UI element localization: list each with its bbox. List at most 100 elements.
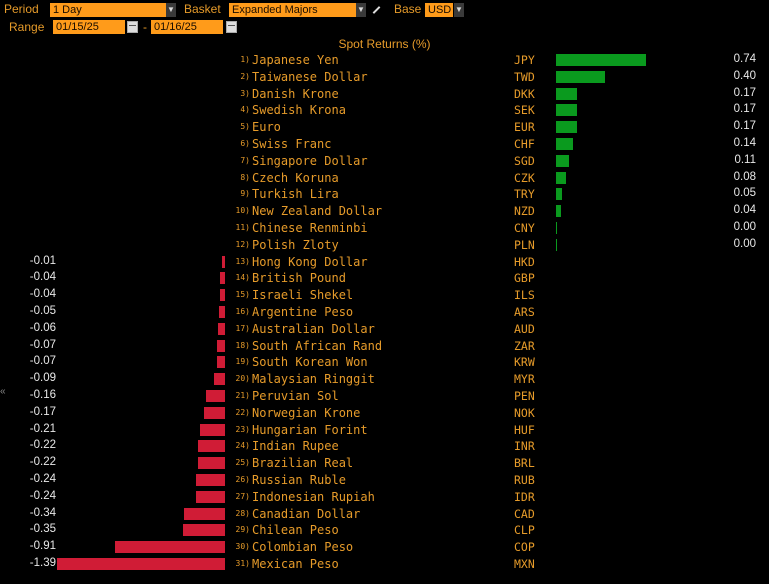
currency-code: JPY: [514, 53, 535, 67]
table-row[interactable]: 5) Euro EUR 0.17: [0, 119, 769, 136]
table-row[interactable]: 26) Russian Ruble RUB -0.24: [0, 472, 769, 489]
currency-code: CHF: [514, 137, 535, 151]
table-row[interactable]: 2) Taiwanese Dollar TWD 0.40: [0, 69, 769, 86]
table-row[interactable]: 18) South African Rand ZAR -0.07: [0, 338, 769, 355]
currency-name[interactable]: Indonesian Rupiah: [252, 489, 375, 504]
period-dropdown[interactable]: 1 Day: [50, 3, 166, 17]
rank-label: 14): [235, 273, 250, 283]
currency-name[interactable]: Mexican Peso: [252, 557, 339, 571]
table-row[interactable]: 22) Norwegian Krone NOK -0.17: [0, 405, 769, 422]
negative-return-bar: [198, 440, 225, 453]
currency-name[interactable]: Canadian Dollar: [252, 506, 361, 521]
currency-name[interactable]: Indian Rupee: [252, 439, 339, 454]
table-row[interactable]: 23) Hungarian Forint HUF -0.21: [0, 422, 769, 439]
currency-name[interactable]: Czech Koruna: [252, 170, 339, 185]
rank-label: 12): [235, 239, 250, 249]
collapse-handle-icon[interactable]: «: [0, 386, 6, 397]
currency-name[interactable]: Peruvian Sol: [252, 389, 339, 403]
return-value: 0.04: [733, 204, 756, 217]
end-date-field[interactable]: 01/16/25: [151, 20, 223, 34]
table-row[interactable]: 12) Polish Zloty PLN 0.00: [0, 237, 769, 254]
table-row[interactable]: 8) Czech Koruna CZK 0.08: [0, 170, 769, 187]
currency-name[interactable]: Argentine Peso: [252, 305, 354, 319]
currency-name[interactable]: Chinese Renminbi: [252, 221, 368, 235]
currency-name[interactable]: Danish Krone: [252, 86, 339, 101]
table-row[interactable]: 4) Swedish Krona SEK 0.17: [0, 102, 769, 119]
table-row[interactable]: 19) South Korean Won KRW -0.07: [0, 354, 769, 371]
currency-name[interactable]: Swiss Franc: [252, 137, 332, 151]
table-row[interactable]: 27) Indonesian Rupiah IDR -0.24: [0, 489, 769, 506]
table-row[interactable]: 14) British Pound GBP -0.04: [0, 270, 769, 287]
return-value: -0.21: [29, 422, 56, 435]
currency-code: RUB: [514, 473, 535, 487]
return-value: -0.04: [29, 271, 56, 284]
currency-name[interactable]: Israeli Shekel: [252, 288, 354, 303]
table-row[interactable]: 6) Swiss Franc CHF 0.14: [0, 136, 769, 153]
basket-label: Basket: [184, 2, 221, 16]
currency-code: HUF: [514, 422, 535, 437]
currency-name[interactable]: Australian Dollar: [252, 321, 375, 336]
currency-name[interactable]: Swedish Krona: [252, 103, 346, 118]
return-value: -0.05: [29, 305, 56, 317]
table-row[interactable]: 13) Hong Kong Dollar HKD -0.01: [0, 254, 769, 271]
table-row[interactable]: 31) Mexican Peso MXN -1.39: [0, 556, 769, 573]
currency-name[interactable]: Brazilian Real: [252, 456, 354, 471]
currency-code: HKD: [514, 254, 535, 269]
table-row[interactable]: 30) Colombian Peso COP -0.91: [0, 539, 769, 556]
currency-name[interactable]: Hong Kong Dollar: [252, 254, 368, 269]
basket-dropdown[interactable]: Expanded Majors: [229, 3, 356, 17]
period-chevron-down-icon[interactable]: ▼: [166, 3, 176, 17]
currency-name[interactable]: Malaysian Ringgit: [252, 372, 375, 387]
currency-name[interactable]: Singapore Dollar: [252, 153, 368, 168]
positive-return-bar: [556, 188, 563, 201]
currency-name[interactable]: Russian Ruble: [252, 473, 346, 487]
currency-name[interactable]: Polish Zloty: [252, 237, 339, 252]
table-row[interactable]: 29) Chilean Peso CLP -0.35: [0, 522, 769, 539]
base-currency-dropdown[interactable]: USD: [425, 3, 453, 17]
basket-chevron-down-icon[interactable]: ▼: [356, 3, 366, 17]
positive-return-bar: [556, 138, 574, 150]
currency-name[interactable]: New Zealand Dollar: [252, 204, 383, 219]
negative-return-bar: [198, 457, 225, 470]
calendar-icon[interactable]: [226, 21, 237, 33]
table-row[interactable]: 1) Japanese Yen JPY 0.74: [0, 52, 769, 69]
negative-return-bar: [205, 390, 225, 402]
base-label: Base: [394, 2, 422, 16]
base-chevron-down-icon[interactable]: ▼: [454, 3, 464, 17]
table-row[interactable]: 24) Indian Rupee INR -0.22: [0, 438, 769, 455]
return-value: -0.35: [29, 523, 56, 536]
table-row[interactable]: 15) Israeli Shekel ILS -0.04: [0, 287, 769, 304]
table-row[interactable]: 21) Peruvian Sol PEN -0.16: [0, 388, 769, 405]
currency-name[interactable]: Turkish Lira: [252, 187, 339, 202]
rank-label: 30): [235, 542, 250, 552]
currency-name[interactable]: British Pound: [252, 271, 346, 286]
table-row[interactable]: 16) Argentine Peso ARS -0.05: [0, 304, 769, 321]
table-row[interactable]: 20) Malaysian Ringgit MYR -0.09: [0, 371, 769, 388]
currency-name[interactable]: Norwegian Krone: [252, 405, 361, 420]
currency-code: EUR: [514, 120, 535, 135]
table-row[interactable]: 9) Turkish Lira TRY 0.05: [0, 186, 769, 203]
currency-name[interactable]: Chilean Peso: [252, 523, 339, 538]
rank-label: 11): [235, 223, 250, 232]
currency-name[interactable]: Taiwanese Dollar: [252, 69, 368, 84]
positive-return-bar: [556, 54, 646, 66]
table-row[interactable]: 25) Brazilian Real BRL -0.22: [0, 455, 769, 472]
table-row[interactable]: 17) Australian Dollar AUD -0.06: [0, 321, 769, 338]
table-row[interactable]: 10) New Zealand Dollar NZD 0.04: [0, 203, 769, 220]
currency-name[interactable]: Colombian Peso: [252, 540, 354, 555]
table-row[interactable]: 7) Singapore Dollar SGD 0.11: [0, 153, 769, 170]
start-date-field[interactable]: 01/15/25: [53, 20, 125, 34]
currency-name[interactable]: Japanese Yen: [252, 53, 339, 67]
currency-name[interactable]: South African Rand: [252, 338, 383, 353]
table-row[interactable]: 11) Chinese Renminbi CNY 0.00: [0, 220, 769, 237]
table-row[interactable]: 28) Canadian Dollar CAD -0.34: [0, 506, 769, 523]
currency-code: NOK: [514, 405, 535, 420]
calendar-icon[interactable]: [127, 21, 138, 33]
return-value: -0.01: [29, 254, 56, 267]
currency-code: TWD: [514, 69, 535, 84]
currency-name[interactable]: Euro: [252, 120, 281, 135]
currency-name[interactable]: Hungarian Forint: [252, 422, 368, 437]
pencil-icon[interactable]: [372, 6, 381, 14]
currency-name[interactable]: South Korean Won: [252, 355, 368, 370]
table-row[interactable]: 3) Danish Krone DKK 0.17: [0, 86, 769, 103]
